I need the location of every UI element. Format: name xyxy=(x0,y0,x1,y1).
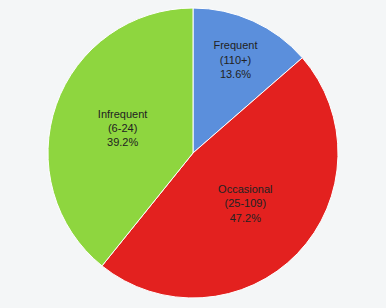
svg-text:Occasional(25-109)47.2%: Occasional(25-109)47.2% xyxy=(218,183,272,224)
svg-text:Frequent(110+)13.6%: Frequent(110+)13.6% xyxy=(213,39,257,80)
svg-text:Infrequent(6-24)39.2%: Infrequent(6-24)39.2% xyxy=(98,108,148,149)
